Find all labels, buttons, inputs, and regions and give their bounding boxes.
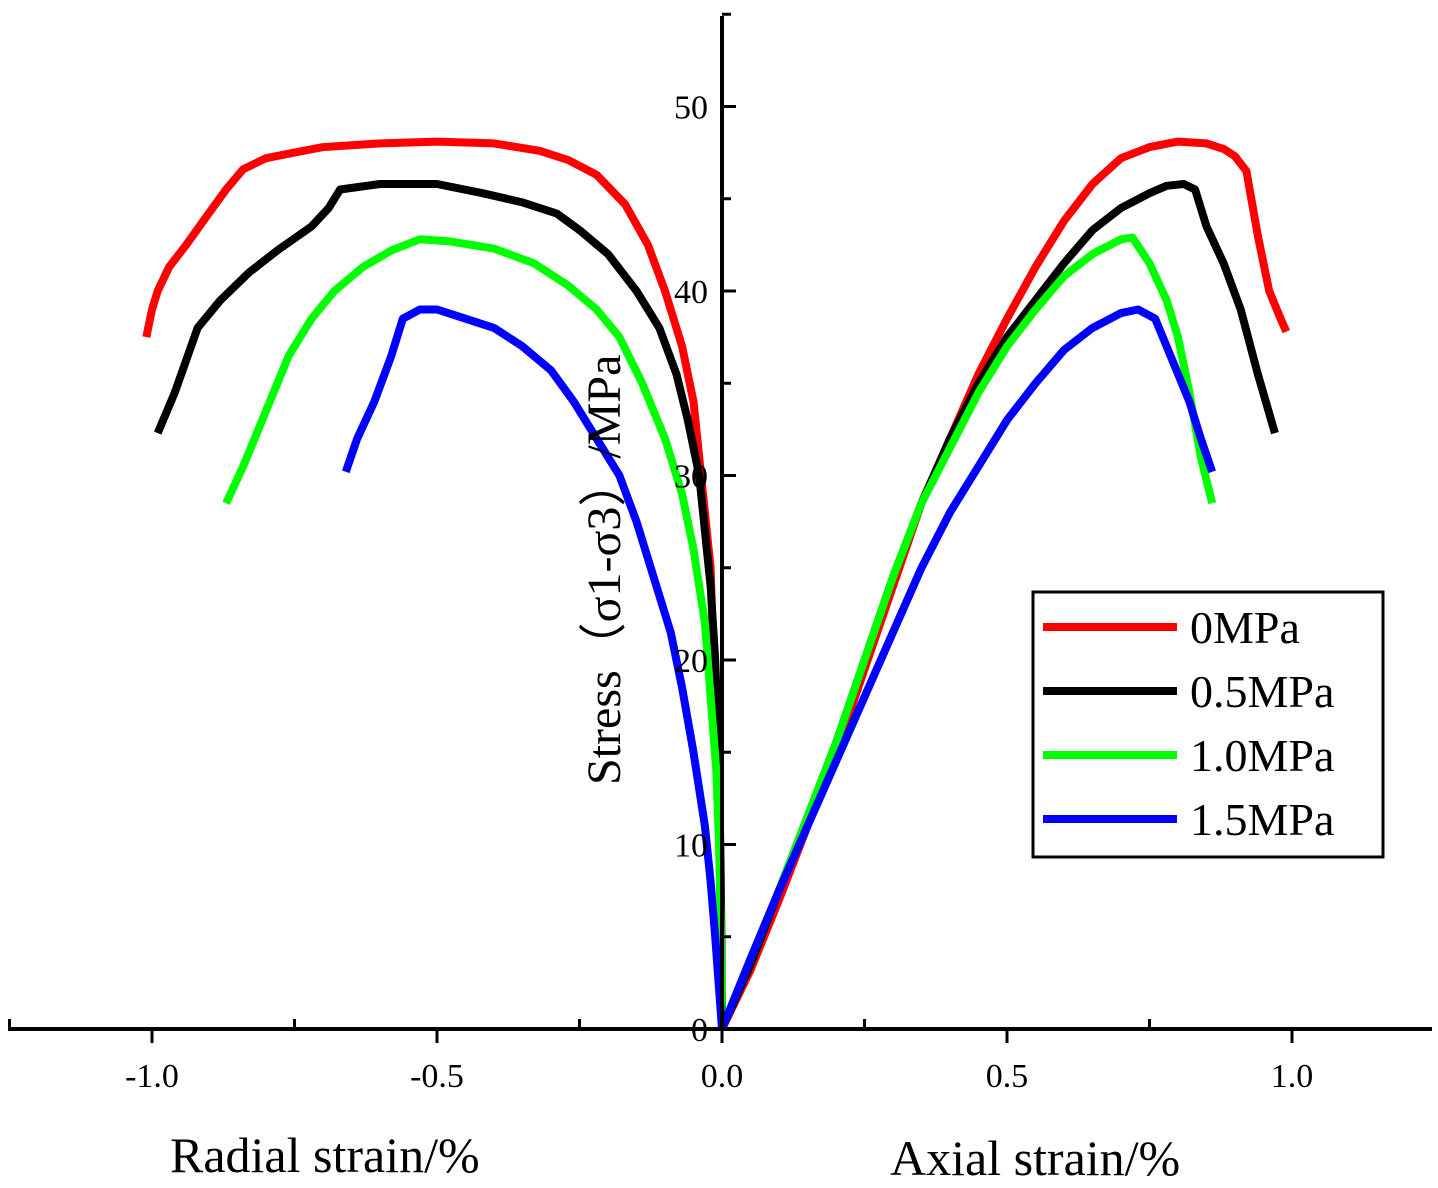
axes-layer	[8, 16, 1432, 1031]
series-1-5mpa-axial-line	[718, 305, 1216, 1031]
y-tick-label: 10	[674, 828, 708, 865]
series-1-0mpa-radial-line	[222, 235, 726, 1030]
series-0mpa-radial-line	[142, 137, 726, 1030]
ticks-layer: -1.0 -0.5 0.0 0.5 1.0 0 10 20 30 40 50	[8, 12, 1314, 1095]
x-tick-label: 0.5	[986, 1058, 1029, 1095]
legend: 0MPa 0.5MPa 1.0MPa 1.5MPa	[1031, 590, 1385, 859]
y-axis-title: Stress（σ1-σ3）/MPa	[578, 355, 631, 785]
legend-label-1-0mpa: 1.0MPa	[1190, 730, 1334, 781]
legend-label-0-5mpa: 0.5MPa	[1190, 666, 1334, 717]
series-0-5mpa-radial-line	[154, 180, 726, 1030]
series-1-5mpa-radial-line	[342, 305, 726, 1030]
y-tick-label: 40	[674, 274, 708, 311]
series-0mpa-axial-line	[718, 137, 1290, 1031]
x-tick-label: 0.0	[701, 1058, 744, 1095]
series-layer	[142, 137, 1290, 1031]
series-1-0mpa-axial-line	[718, 233, 1217, 1031]
x-tick-label: -0.5	[410, 1058, 464, 1095]
y-tick-label: 30	[674, 459, 708, 496]
x-tick-label: -1.0	[125, 1058, 179, 1095]
x-axis-title-radial: Radial strain/%	[170, 1127, 480, 1183]
legend-box	[1031, 590, 1385, 859]
legend-label-1-5mpa: 1.5MPa	[1190, 794, 1334, 845]
y-tick-label: 0	[691, 1012, 708, 1049]
y-tick-label: 20	[674, 643, 708, 680]
y-tick-label: 50	[674, 90, 708, 127]
x-axis-title-axial: Axial strain/%	[890, 1130, 1180, 1186]
x-tick-label: 1.0	[1271, 1058, 1314, 1095]
legend-label-0mpa: 0MPa	[1190, 602, 1300, 653]
legend-items: 0MPa 0.5MPa 1.0MPa 1.5MPa	[1043, 602, 1334, 845]
